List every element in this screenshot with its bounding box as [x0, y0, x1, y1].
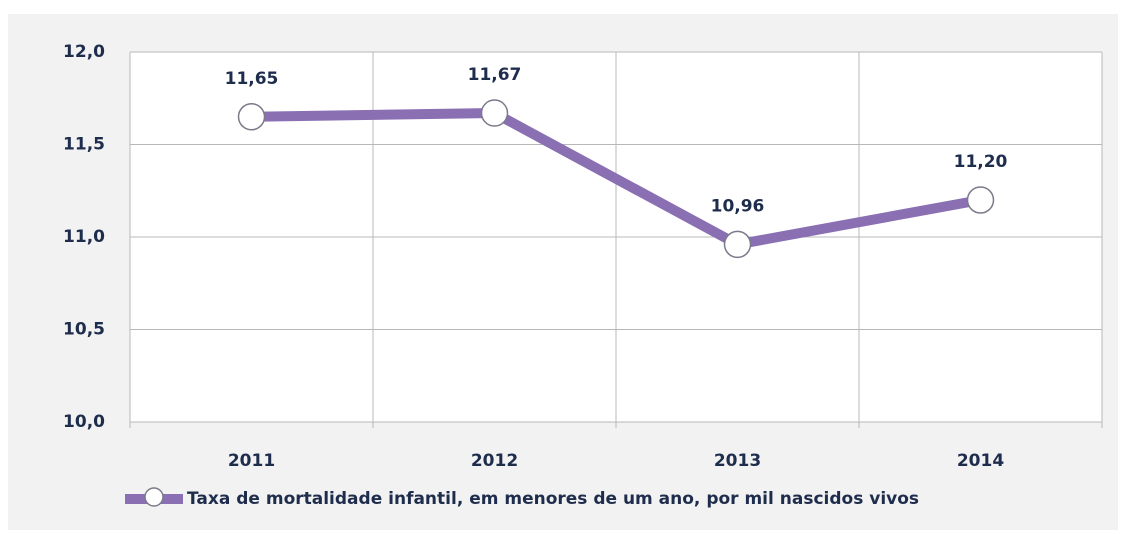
data-label: 11,65	[225, 69, 279, 89]
data-point	[237, 103, 266, 131]
data-point	[480, 99, 509, 127]
y-tick-label: 12,0	[63, 42, 105, 62]
x-tick-label: 2013	[714, 451, 761, 471]
y-tick-label: 11,0	[63, 227, 105, 247]
data-point	[966, 186, 995, 214]
data-point	[723, 230, 752, 259]
legend-label: Taxa de mortalidade infantil, em menores…	[187, 489, 919, 509]
data-label: 10,96	[711, 196, 765, 216]
x-tick-label: 2012	[471, 451, 518, 471]
y-tick-label: 10,5	[63, 320, 105, 340]
data-label: 11,20	[954, 152, 1008, 172]
y-tick-label: 11,5	[63, 135, 105, 155]
series-line	[251, 108, 982, 250]
x-tick-label: 2014	[957, 451, 1004, 471]
data-label: 11,67	[468, 65, 522, 85]
legend-marker	[144, 487, 164, 507]
y-tick-label: 10,0	[63, 412, 105, 432]
x-tick-label: 2011	[228, 451, 275, 471]
